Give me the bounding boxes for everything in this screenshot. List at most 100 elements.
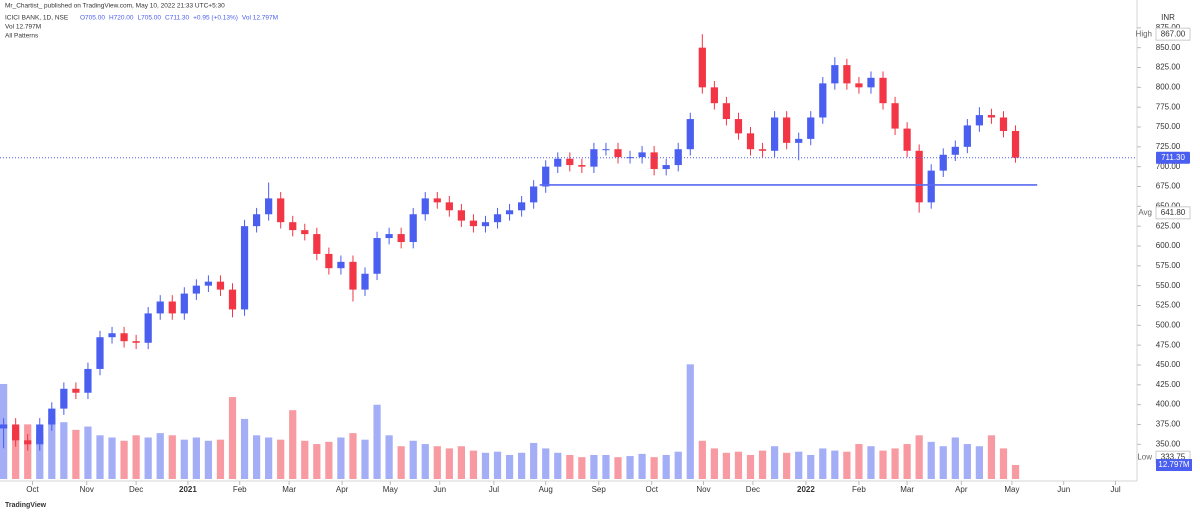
y-tick-label: 500.00 (1156, 320, 1181, 329)
marker-value: 867.00 (1161, 29, 1186, 38)
x-tick-label: 2021 (179, 485, 197, 494)
volume-bar (915, 435, 923, 479)
marker-value: 333.75 (1161, 452, 1186, 461)
candle-body (481, 222, 490, 227)
volume-bar (433, 446, 441, 479)
volume-bar (469, 450, 478, 479)
candle-body (192, 285, 200, 294)
candle-body (542, 166, 550, 187)
volume-bar (987, 435, 996, 479)
volume-bar (24, 424, 32, 479)
x-tick-label: Feb (852, 485, 866, 494)
candle-body (337, 261, 345, 269)
volume-bar (855, 444, 863, 479)
y-tick-label: 425.00 (1156, 380, 1181, 389)
volume-bar (518, 452, 526, 479)
volume-bar (36, 435, 44, 479)
y-tick-label: 575.00 (1156, 261, 1181, 270)
volume-bar (999, 448, 1008, 479)
y-tick-label: 700.00 (1156, 162, 1181, 171)
candle-body (385, 234, 393, 239)
marker-name: Avg (1138, 208, 1152, 217)
y-tick-label: 525.00 (1156, 301, 1181, 310)
publisher: Mr_Chartist_ published on TradingView.co… (5, 3, 225, 10)
ohlc-readout: Vol 12.797M (242, 15, 278, 22)
candle-body (277, 198, 285, 223)
x-tick-label: Sep (592, 485, 607, 494)
candle-body (132, 341, 140, 343)
candle-body (204, 281, 213, 286)
candle-body (505, 210, 514, 215)
marker-box (1155, 27, 1191, 41)
volume-bar (313, 444, 321, 479)
volume-bar (638, 453, 646, 479)
candle-body (831, 65, 839, 84)
y-tick-label: 825.00 (1156, 63, 1181, 72)
plot-area (0, 34, 1038, 479)
ohlc-readout: C711.30 (165, 15, 189, 22)
candle-body (698, 47, 706, 88)
x-tick-label: Dec (746, 485, 760, 494)
volume-bar (951, 437, 959, 479)
y-tick-label: 375.00 (1156, 420, 1181, 429)
volume-bar (385, 435, 393, 479)
volume-bar (240, 418, 249, 479)
candle-body (168, 301, 176, 314)
candle-body (96, 337, 104, 369)
candle-body (783, 117, 791, 143)
volume-bar (554, 452, 562, 479)
x-tick-label: May (383, 485, 398, 494)
x-tick-label: Apr (955, 485, 968, 494)
x-tick-label: 2022 (797, 485, 815, 494)
volume-bar (349, 433, 357, 479)
volume-bar (168, 435, 176, 479)
volume-bar (975, 446, 984, 479)
x-tick-label: May (1004, 485, 1019, 494)
candle-body (84, 368, 92, 393)
volume-bar (542, 448, 550, 479)
volume-bar (963, 444, 971, 479)
volume-bar (783, 452, 791, 479)
volume-bar (505, 454, 514, 479)
candle-body (891, 103, 899, 129)
candle-body (795, 138, 803, 143)
volume-readout: 12.797M (1158, 460, 1189, 469)
volume-bar (132, 435, 140, 479)
volume-bar (120, 440, 128, 479)
candle-body (457, 210, 466, 221)
volume-bar (578, 457, 586, 479)
volume-title: Vol 12.797M (5, 24, 41, 31)
volume-bar (831, 450, 839, 479)
volume-bar (228, 397, 237, 479)
candle-body (975, 115, 984, 126)
candle-body (939, 154, 947, 171)
candle-body (915, 150, 923, 203)
volume-bar (698, 440, 706, 479)
y-tick-label: 350.00 (1156, 439, 1181, 448)
volume-bar (867, 446, 875, 479)
volume-bar (72, 429, 80, 479)
y-tick-label: 550.00 (1156, 281, 1181, 290)
volume-bar (337, 437, 345, 479)
volume-bar (734, 451, 743, 479)
currency: INR (1161, 13, 1175, 22)
candle-body (807, 117, 815, 139)
candle-body (60, 388, 68, 409)
volume-bar (84, 426, 92, 479)
volume-bar (493, 451, 502, 479)
volume-bar (277, 439, 285, 479)
x-tick-label: Mar (900, 485, 914, 494)
volume-bar (686, 364, 694, 479)
volume-bar (373, 404, 381, 479)
y-tick-label: 725.00 (1156, 142, 1181, 151)
candle-body (421, 198, 429, 215)
volume-bar (903, 444, 911, 479)
candle-body (674, 149, 682, 166)
x-tick-label: Oct (645, 485, 658, 494)
candle-body (0, 424, 8, 429)
ohlc-readout: O705.00 (80, 15, 105, 22)
volume-bar (325, 441, 333, 479)
volume-bar (770, 446, 779, 479)
